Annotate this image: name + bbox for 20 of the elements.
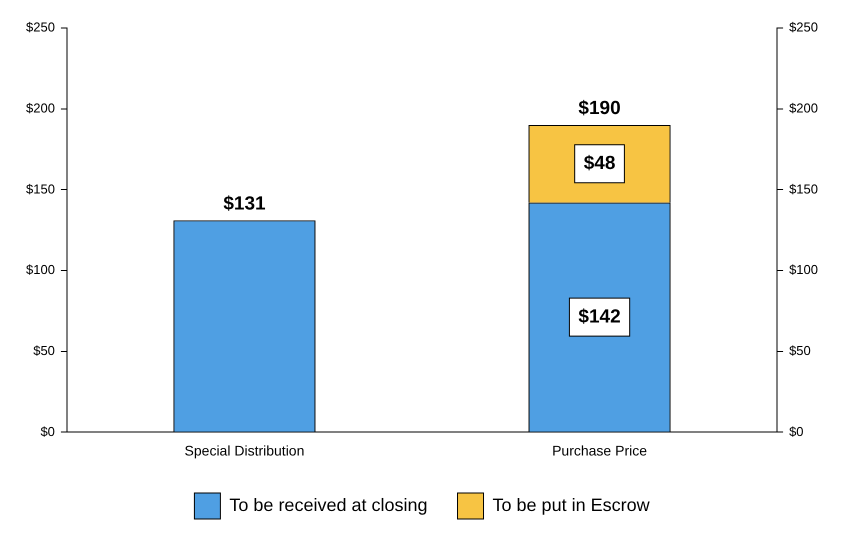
y2-tick-label: $100	[789, 262, 818, 278]
legend-label: To be put in Escrow	[492, 494, 651, 515]
total-label: $131	[223, 194, 266, 215]
y-tick-label: $100	[26, 262, 55, 278]
y2-tick-label: $50	[789, 342, 811, 358]
total-label: $190	[578, 98, 621, 120]
data-label: $48	[584, 153, 616, 174]
y2-tick-label: $250	[789, 20, 818, 35]
y2-tick-label: $200	[789, 100, 818, 116]
y-tick-label: $0	[40, 424, 55, 439]
x-tick-label: Purchase Price	[552, 442, 648, 458]
data-label: $142	[578, 306, 621, 328]
y-tick-label: $150	[26, 181, 55, 196]
y2-tick-label: $150	[789, 181, 818, 196]
legend-label: To be received at closing	[229, 494, 428, 515]
y-tick-label: $250	[26, 20, 55, 35]
y2-tick-label: $0	[789, 424, 804, 439]
y-tick-label: $200	[26, 100, 55, 116]
x-tick-label: Special Distribution	[184, 442, 304, 458]
y-tick-label: $50	[33, 342, 55, 358]
